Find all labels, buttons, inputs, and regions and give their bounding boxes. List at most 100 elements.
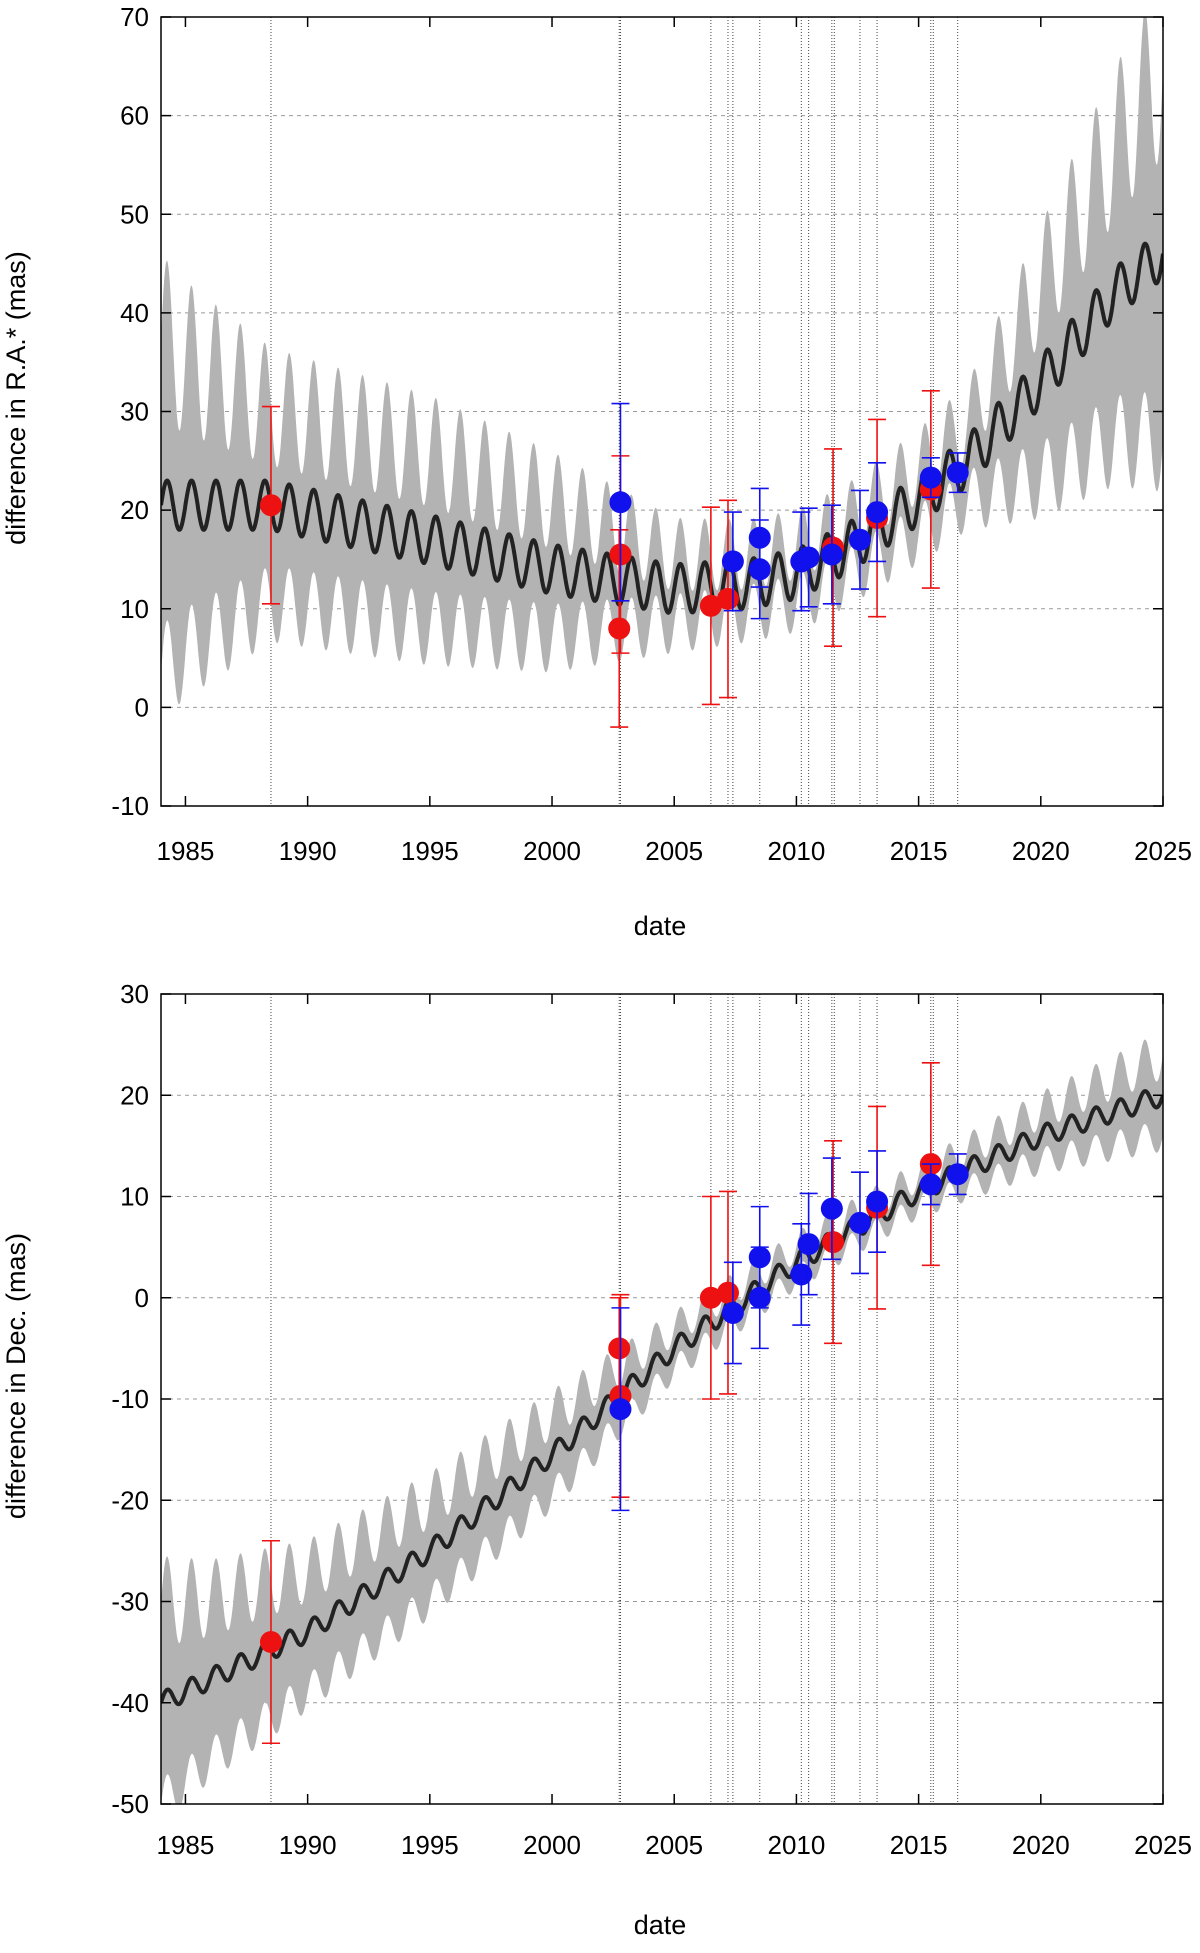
ra-blue-point (946, 452, 969, 494)
dec-blue-marker (748, 1286, 771, 1309)
dec-trend-line (161, 1089, 1163, 1707)
ra-blue-point (748, 519, 771, 620)
ra-blue-marker (946, 461, 969, 484)
ra-blue-marker (866, 501, 889, 524)
ra-y-tick-label: -10 (111, 791, 149, 821)
ra-blue-point (919, 457, 942, 499)
ra-trend-line (161, 241, 1163, 615)
dec-y-tick-label: -20 (111, 1485, 149, 1515)
dec-blue-point (797, 1192, 820, 1296)
dec-blue-marker (609, 1398, 632, 1421)
dec-blue-point (820, 1157, 843, 1261)
ra-y-tick-label: 30 (120, 397, 149, 427)
ra-y-tick-label: 0 (135, 692, 149, 722)
dec-x-tick-label: 2025 (1134, 1830, 1192, 1860)
dec-red-point (822, 1140, 845, 1345)
ra-blue-marker (721, 550, 744, 573)
ra-blue-point (866, 461, 889, 563)
ra-blue-marker (609, 491, 632, 514)
ra-x-tick-label: 2000 (523, 836, 581, 866)
dec-x-tick-label: 2000 (523, 1830, 581, 1860)
ra-x-axis-title: date (634, 911, 687, 941)
dec-x-tick-label: 2015 (890, 1830, 948, 1860)
ra-red-point (608, 529, 631, 728)
ra-x-tick-label: 2010 (767, 836, 825, 866)
ra-red-marker (699, 594, 722, 617)
dec-y-tick-label: 20 (120, 1080, 149, 1110)
dec-x-tick-label: 2005 (645, 1830, 703, 1860)
ra-x-tick-label: 2025 (1134, 836, 1192, 866)
dec-blue-marker (797, 1233, 820, 1256)
dec-red-marker (608, 1337, 631, 1360)
dec-x-tick-label: 1995 (401, 1830, 459, 1860)
dec-y-tick-label: -30 (111, 1587, 149, 1617)
dec-y-tick-label: 0 (135, 1283, 149, 1313)
ra-blue-point (609, 402, 632, 602)
ra-blue-marker (919, 466, 942, 489)
dec-red-marker (822, 1231, 845, 1254)
ra-blue-marker (848, 528, 871, 551)
dec-blue-point (946, 1153, 969, 1196)
dec-blue-marker (866, 1190, 889, 1213)
dec-y-tick-label: -10 (111, 1384, 149, 1414)
ra-blue-point (721, 511, 744, 612)
dec-chart: difference in Dec. (mas) date -50 -40 -30 -… (1, 979, 1192, 1940)
dec-blue-marker (848, 1211, 871, 1234)
ra-x-tick-label: 2015 (890, 836, 948, 866)
dec-blue-point (848, 1171, 871, 1275)
ra-blue-marker (748, 558, 771, 581)
dec-x-tick-label: 1990 (279, 1830, 337, 1860)
dec-red-marker (259, 1631, 282, 1653)
dec-y-axis-title: difference in Dec. (mas) (1, 1233, 31, 1519)
ra-x-tick-label: 1985 (157, 836, 215, 866)
dec-red-point (259, 1539, 282, 1745)
dec-red-marker (699, 1286, 722, 1309)
ra-blue-point (848, 489, 871, 590)
ra-y-axis-title: difference in R.A.* (mas) (1, 251, 31, 545)
dec-x-tick-label: 2010 (767, 1830, 825, 1860)
ra-x-tick-label: 1990 (279, 836, 337, 866)
ra-y-tick-label: 60 (120, 101, 149, 131)
ra-blue-point (797, 507, 820, 608)
ra-blue-point (820, 504, 843, 605)
ra-chart: difference in R.A.* (mas) date -10 0 10 20 3… (1, 2, 1192, 941)
dec-x-tick-label: 1985 (157, 1830, 215, 1860)
ra-red-marker (608, 617, 631, 640)
ra-y-tick-label: 50 (120, 199, 149, 229)
dec-y-tick-label: -40 (111, 1688, 149, 1718)
dec-red-point (699, 1195, 722, 1400)
dec-blue-point (790, 1223, 813, 1326)
dec-blue-marker (820, 1197, 843, 1220)
ra-chart-panel: difference in R.A.* (mas) date -10 0 10 20 3… (0, 0, 1200, 974)
dec-blue-point (919, 1163, 942, 1206)
ra-red-point (259, 405, 282, 605)
ra-y-tick-label: 40 (120, 298, 149, 328)
ra-blue-marker (820, 543, 843, 566)
ra-x-tick-label: 1995 (401, 836, 459, 866)
ra-y-tick-label: 10 (120, 594, 149, 624)
dec-blue-point (721, 1261, 744, 1365)
ra-red-marker (259, 494, 282, 517)
dec-chart-panel: difference in Dec. (mas) date -50 -40 -30 -… (0, 974, 1200, 1948)
dec-blue-marker (919, 1173, 942, 1196)
dec-uncertainty-band (161, 1039, 1163, 1804)
dec-y-tick-label: 10 (120, 1182, 149, 1212)
dec-blue-marker (790, 1263, 813, 1286)
ra-red-point (716, 499, 739, 699)
ra-y-tick-label: 20 (120, 495, 149, 525)
ra-red-marker (716, 587, 739, 610)
ra-x-tick-label: 2005 (645, 836, 703, 866)
ra-red-point (699, 506, 722, 706)
ra-blue-marker (797, 546, 820, 569)
dec-blue-marker (946, 1163, 969, 1186)
ra-y-tick-label: 70 (120, 2, 149, 32)
dec-blue-point (748, 1246, 771, 1350)
dec-blue-marker (721, 1301, 744, 1324)
ra-x-tick-label: 2020 (1012, 836, 1070, 866)
dec-y-tick-label: 30 (120, 979, 149, 1009)
ra-uncertainty-band (161, 17, 1163, 705)
dec-blue-point (609, 1307, 632, 1512)
dec-x-tick-label: 2020 (1012, 1830, 1070, 1860)
dec-blue-point (866, 1150, 889, 1253)
dec-y-tick-label: -50 (111, 1789, 149, 1819)
